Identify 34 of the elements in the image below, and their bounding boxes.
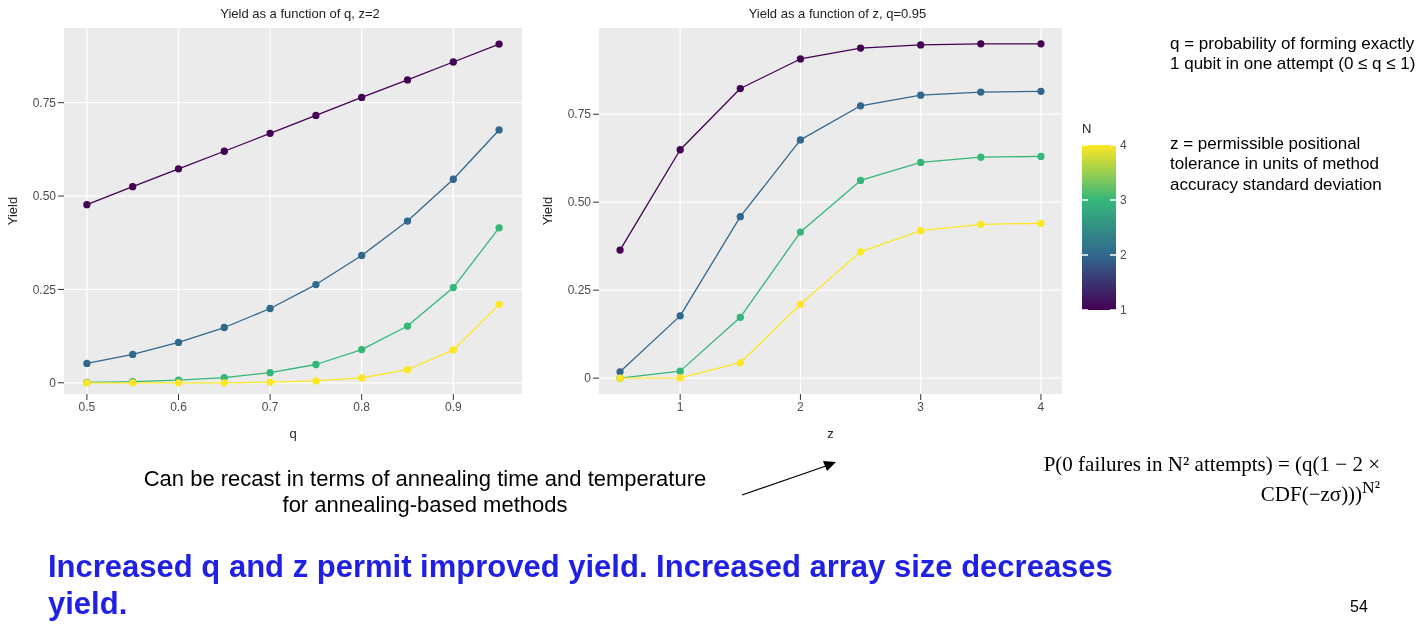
color-bar-title: N xyxy=(1082,121,1092,136)
text: q = probability of forming exactly 1 qubit in one attempt (0 ≤ q ≤ 1) xyxy=(1170,34,1417,75)
y-tick-label: 0.75 xyxy=(32,95,57,110)
x-tick-label: 3 xyxy=(917,399,925,414)
y-tick-label: 0 xyxy=(49,376,57,391)
y-tick-label: 0.25 xyxy=(32,282,57,297)
color-bar-label: 4 xyxy=(1120,138,1127,152)
chart-title: Yield as a function of z, q=0.95 xyxy=(747,6,928,21)
chart-title: Yield as a function of q, z=2 xyxy=(219,6,381,21)
color-bar-label: 1 xyxy=(1120,303,1127,317)
x-tick-label: 0.9 xyxy=(444,399,462,414)
x-tick-label: 0.8 xyxy=(353,399,371,414)
x-tick-label: 4 xyxy=(1037,399,1045,414)
x-axis-title: q xyxy=(289,426,297,441)
x-tick-label: 0.5 xyxy=(78,399,96,414)
text: P(0 failures in N² attempts) = (q(1 − 2 × CDF(−zσ)))$^{N²}$ xyxy=(1042,452,1380,508)
y-tick-label: 0.50 xyxy=(567,195,592,210)
y-tick-label: 0.50 xyxy=(32,189,57,204)
x-axis-title: z xyxy=(827,426,834,441)
y-axis-title: Yield xyxy=(539,196,555,226)
color-bar-label: 3 xyxy=(1120,193,1127,207)
text: 54 xyxy=(1350,597,1369,617)
x-tick-label: 1 xyxy=(676,399,684,414)
x-tick-label: 2 xyxy=(797,399,805,414)
text: z = permissible positional tolerance in units of method accuracy standard deviation xyxy=(1170,134,1383,196)
y-tick-label: 0.75 xyxy=(567,107,592,122)
color-bar-label: 2 xyxy=(1120,248,1127,262)
y-tick-label: 0.25 xyxy=(567,283,592,298)
text: Can be recast in terms of annealing time and temperature for annealing-based methods xyxy=(142,466,708,519)
x-tick-label: 0.6 xyxy=(170,399,188,414)
text: Increased q and z permit improved yield. Increased array size decreases yield. xyxy=(48,548,1114,623)
x-tick-label: 0.7 xyxy=(261,399,279,414)
y-tick-label: 0 xyxy=(584,371,592,386)
y-axis-title: Yield xyxy=(4,196,20,226)
